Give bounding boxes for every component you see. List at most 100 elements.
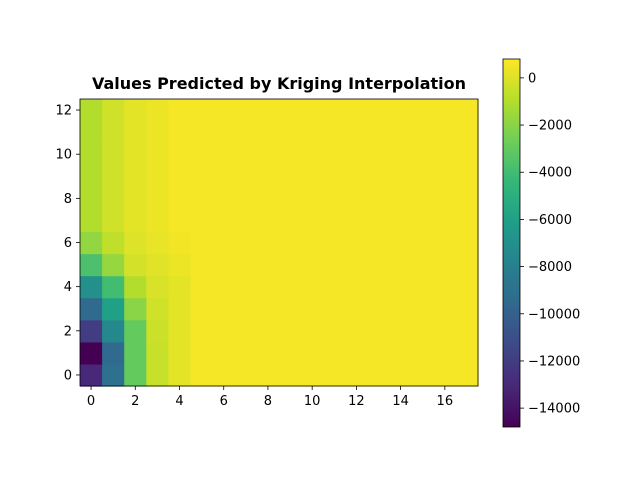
heatmap-cell bbox=[256, 165, 280, 188]
colorbar-tick-label: −2000 bbox=[528, 119, 572, 134]
heatmap-cell bbox=[256, 121, 280, 144]
heatmap-cell bbox=[323, 363, 346, 387]
heatmap-cell bbox=[124, 231, 147, 255]
heatmap-cell bbox=[279, 297, 302, 321]
heatmap-cell bbox=[80, 99, 103, 122]
heatmap-cell bbox=[455, 341, 479, 365]
heatmap-cell bbox=[279, 121, 302, 144]
heatmap-cell bbox=[212, 121, 236, 144]
heatmap-cell bbox=[279, 231, 302, 255]
heatmap-cell bbox=[389, 275, 413, 299]
heatmap-cell bbox=[367, 341, 391, 365]
heatmap-cell bbox=[433, 165, 457, 188]
heatmap-cell bbox=[433, 363, 457, 387]
colorbar-tick-label: −14000 bbox=[528, 402, 580, 417]
heatmap-cell bbox=[279, 363, 302, 387]
heatmap-cell bbox=[234, 99, 258, 122]
heatmap-cell bbox=[345, 165, 369, 188]
heatmap-cell bbox=[301, 99, 324, 122]
heatmap-cell bbox=[190, 99, 214, 122]
heatmap-cell bbox=[389, 319, 413, 343]
heatmap-cell bbox=[190, 231, 214, 255]
heatmap-cell bbox=[279, 319, 302, 343]
heatmap-cell bbox=[367, 121, 391, 144]
heatmap-cell bbox=[168, 143, 192, 166]
colorbar-tick-label: −4000 bbox=[528, 166, 572, 181]
heatmap-cell bbox=[301, 363, 324, 387]
heatmap-cell bbox=[124, 99, 147, 122]
heatmap-cell bbox=[455, 275, 479, 299]
heatmap-cell bbox=[389, 165, 413, 188]
heatmap-cell bbox=[411, 187, 435, 210]
heatmap-cell bbox=[146, 187, 170, 210]
heatmap-cell bbox=[212, 275, 236, 299]
heatmap-cell bbox=[234, 231, 258, 255]
heatmap-cell bbox=[301, 297, 324, 321]
colorbar bbox=[503, 59, 520, 427]
heatmap-cell bbox=[301, 143, 324, 166]
heatmap-cell bbox=[124, 297, 147, 321]
heatmap-cell bbox=[168, 363, 192, 387]
heatmap-cell bbox=[279, 187, 302, 210]
heatmap-cell bbox=[279, 253, 302, 277]
heatmap-cell bbox=[433, 143, 457, 166]
heatmap-cell bbox=[212, 165, 236, 188]
heatmap-cell bbox=[433, 187, 457, 210]
heatmap-cell bbox=[455, 165, 479, 188]
heatmap-cell bbox=[455, 143, 479, 166]
heatmap-cell bbox=[367, 165, 391, 188]
colorbar-tick-label: −12000 bbox=[528, 354, 580, 369]
heatmap-cell bbox=[323, 187, 346, 210]
heatmap-cell bbox=[389, 121, 413, 144]
heatmap-cell bbox=[102, 165, 125, 188]
heatmap-cell bbox=[256, 275, 280, 299]
heatmap-cell bbox=[345, 231, 369, 255]
heatmap-cell bbox=[80, 297, 103, 321]
heatmap-cell bbox=[102, 363, 125, 387]
heatmap-cell bbox=[345, 209, 369, 233]
heatmap-cell bbox=[146, 253, 170, 277]
heatmap-cell bbox=[433, 341, 457, 365]
heatmap-cell bbox=[301, 209, 324, 233]
heatmap-cell bbox=[168, 341, 192, 365]
heatmap-cell bbox=[124, 143, 147, 166]
heatmap-cell bbox=[190, 209, 214, 233]
heatmap-cell bbox=[411, 253, 435, 277]
heatmap-cell bbox=[301, 341, 324, 365]
heatmap-cell bbox=[124, 275, 147, 299]
heatmap-cell bbox=[367, 187, 391, 210]
heatmap-cell bbox=[212, 209, 236, 233]
heatmap-cell bbox=[124, 319, 147, 343]
heatmap-cell bbox=[367, 319, 391, 343]
heatmap-cell bbox=[256, 209, 280, 233]
heatmap-cell bbox=[323, 275, 346, 299]
heatmap-cell bbox=[323, 297, 346, 321]
heatmap-cell bbox=[234, 275, 258, 299]
heatmap-cell bbox=[168, 209, 192, 233]
heatmap-cell bbox=[212, 253, 236, 277]
y-tick-label: 10 bbox=[55, 148, 72, 163]
heatmap-cell bbox=[301, 231, 324, 255]
heatmap-cell bbox=[190, 165, 214, 188]
heatmap-cell bbox=[389, 341, 413, 365]
heatmap-cell bbox=[190, 275, 214, 299]
heatmap-cell bbox=[455, 187, 479, 210]
y-tick-label: 0 bbox=[64, 368, 72, 383]
heatmap-cell bbox=[234, 363, 258, 387]
heatmap-cell bbox=[102, 253, 125, 277]
heatmap-cell bbox=[80, 319, 103, 343]
y-tick-label: 4 bbox=[64, 280, 72, 295]
heatmap-cell bbox=[80, 275, 103, 299]
heatmap-cell bbox=[168, 187, 192, 210]
heatmap-cell bbox=[345, 363, 369, 387]
heatmap-cell bbox=[455, 99, 479, 122]
heatmap-cell bbox=[389, 253, 413, 277]
heatmap-cell bbox=[168, 165, 192, 188]
heatmap-cell bbox=[455, 231, 479, 255]
heatmap-cell bbox=[256, 187, 280, 210]
heatmap-cell bbox=[433, 99, 457, 122]
heatmap-cell bbox=[367, 209, 391, 233]
heatmap-cell bbox=[367, 363, 391, 387]
heatmap-cell bbox=[411, 363, 435, 387]
